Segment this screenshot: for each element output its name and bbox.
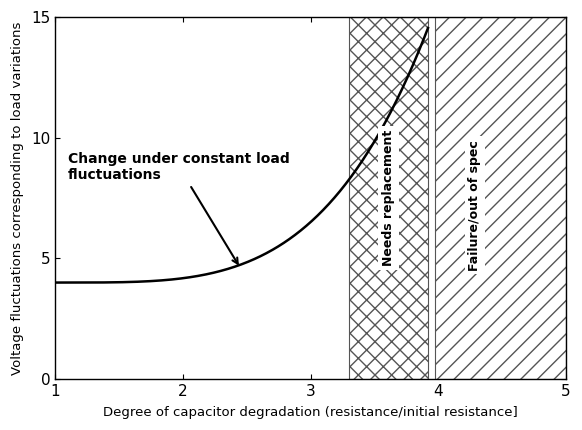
Bar [349,17,428,379]
Text: Change under constant load
fluctuations: Change under constant load fluctuations [68,152,290,264]
Text: Needs replacement: Needs replacement [382,130,395,266]
Bar [435,17,566,379]
X-axis label: Degree of capacitor degradation (resistance/initial resistance]: Degree of capacitor degradation (resista… [103,406,518,419]
Text: Failure/out of spec: Failure/out of spec [469,140,481,271]
Y-axis label: Voltage fluctuations corresponding to load variations: Voltage fluctuations corresponding to lo… [11,22,24,375]
